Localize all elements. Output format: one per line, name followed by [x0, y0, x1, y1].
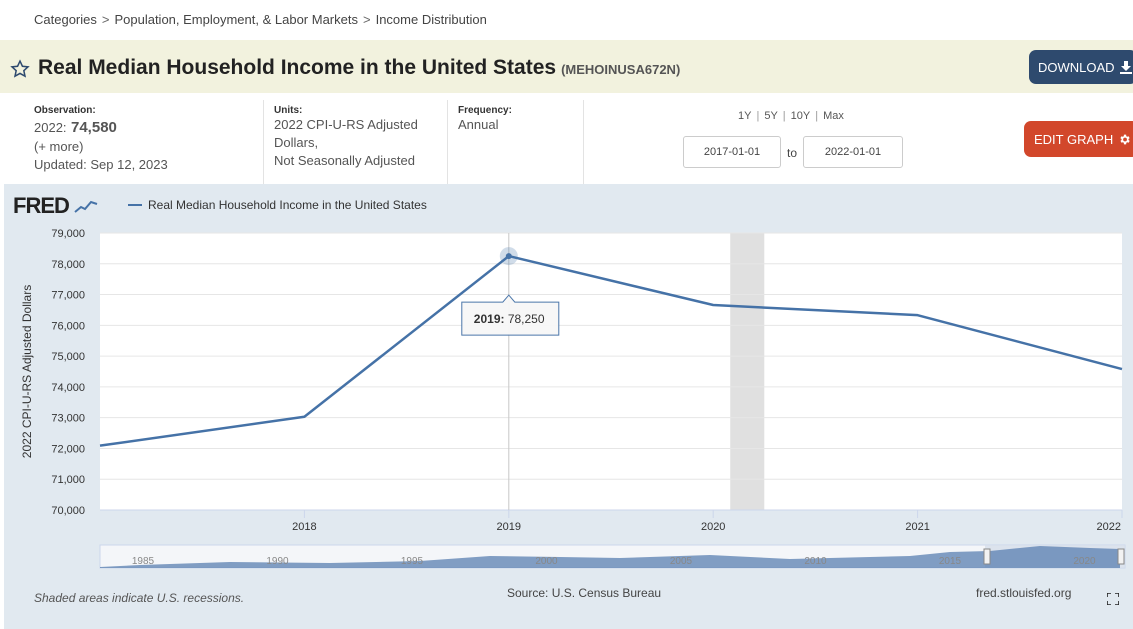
range-max[interactable]: Max — [823, 110, 844, 122]
y-tick-label: 73,000 — [51, 413, 85, 425]
fred-logo: FRED — [13, 193, 98, 219]
navigator-label: 1995 — [401, 556, 424, 567]
edit-graph-label: EDIT GRAPH — [1034, 131, 1114, 147]
range-5y[interactable]: 5Y — [764, 110, 778, 122]
download-button[interactable]: DOWNLOAD — [1029, 50, 1133, 84]
tooltip-value: 78,250 — [508, 312, 545, 326]
range-separator: | — [782, 110, 786, 122]
breadcrumb: Categories > Population, Employment, & Lab… — [34, 12, 487, 27]
series-id: (MEHOINUSA672N) — [561, 62, 681, 77]
units-line-3: Not Seasonally Adjusted — [274, 153, 415, 168]
series-line — [99, 254, 1123, 447]
x-tick-label: 2022 — [1097, 521, 1121, 533]
source-label: Source: U.S. Census Bureau — [507, 586, 662, 600]
navigator-handle[interactable] — [1117, 548, 1125, 565]
units-line-1: 2022 CPI-U-RS Adjusted — [274, 117, 418, 132]
range-separator: | — [815, 110, 819, 122]
plot-area — [100, 233, 1122, 510]
frequency-value: Annual — [458, 117, 499, 132]
y-tick-label: 74,000 — [51, 382, 85, 394]
breadcrumb-population[interactable]: Population, Employment, & Labor Markets — [114, 12, 358, 27]
y-axis-label: 2022 CPI-U-RS Adjusted Dollars — [20, 285, 34, 458]
range-1y[interactable]: 1Y — [738, 110, 752, 122]
breadcrumb-categories[interactable]: Categories — [34, 12, 97, 27]
divider — [263, 100, 264, 184]
recession-band — [730, 233, 765, 510]
download-label: DOWNLOAD — [1038, 59, 1115, 75]
range-10y[interactable]: 10Y — [790, 110, 811, 122]
end-date-input[interactable]: 2022-01-01 — [803, 136, 903, 168]
range-separator: | — [756, 110, 760, 122]
y-tick-label: 77,000 — [51, 290, 85, 302]
y-tick-label: 75,000 — [51, 351, 85, 363]
range-links: 1Y | 5Y | 10Y | Max — [738, 110, 844, 122]
edit-graph-button[interactable]: EDIT GRAPH — [1024, 121, 1133, 157]
highlight-point — [505, 253, 512, 260]
navigator-label: 2015 — [939, 556, 962, 567]
observation-block: Observation: 2022: 74,580 (+ more) Updat… — [34, 100, 264, 184]
y-tick-label: 78,000 — [51, 259, 85, 271]
y-tick-label: 79,000 — [51, 228, 85, 240]
gear-icon — [1120, 134, 1130, 144]
tooltip-text: 2019: 78,250 — [474, 312, 545, 326]
tooltip: 2019: 78,250 — [461, 294, 560, 336]
x-tick-label: 2019 — [497, 521, 521, 533]
units-label: Units: — [274, 105, 303, 116]
y-tick-label: 72,000 — [51, 443, 85, 455]
observation-value: 74,580 — [71, 119, 117, 136]
observation-line: 2022: 74,580 — [34, 119, 117, 137]
observation-period: 2022: — [34, 120, 67, 135]
breadcrumb-separator: > — [362, 12, 371, 27]
tooltip-box — [461, 294, 560, 336]
navigator-label: 2010 — [804, 556, 827, 567]
breadcrumb-income-distribution[interactable]: Income Distribution — [375, 12, 487, 27]
navigator-area — [100, 546, 1120, 568]
frequency-block: Frequency: Annual — [458, 100, 584, 184]
recession-note: Shaded areas indicate U.S. recessions. — [34, 591, 245, 605]
to-label: to — [787, 146, 798, 160]
updated-date: Updated: Sep 12, 2023 — [34, 157, 168, 172]
x-tick-label: 2021 — [905, 521, 929, 533]
frequency-label: Frequency: — [458, 105, 512, 116]
download-icon — [1119, 60, 1132, 74]
title-bar — [0, 40, 1133, 93]
site-link[interactable]: fred.stlouisfed.org — [976, 586, 1072, 600]
fred-chart-icon — [74, 200, 98, 213]
start-date-input[interactable]: 2017-01-01 — [683, 136, 781, 168]
navigator-label: 2000 — [535, 556, 558, 567]
y-tick-label: 71,000 — [51, 474, 85, 486]
page-title-text: Real Median Household Income in the Unit… — [38, 56, 557, 79]
observation-label: Observation: — [34, 105, 96, 116]
y-tick-label: 70,000 — [51, 505, 85, 517]
legend-label: Real Median Household Income in the Unit… — [148, 198, 427, 212]
more-link[interactable]: (+ more) — [34, 139, 84, 154]
units-line-2: Dollars, — [274, 135, 319, 150]
page-title: Real Median Household Income in the Unit… — [38, 56, 680, 80]
navigator-label: 2005 — [670, 556, 693, 567]
x-tick-label: 2018 — [292, 521, 316, 533]
star-icon[interactable] — [10, 59, 30, 79]
fred-logo-text: FRED — [13, 193, 70, 218]
breadcrumb-separator: > — [101, 12, 110, 27]
y-tick-label: 76,000 — [51, 320, 85, 332]
navigator-label: 1990 — [266, 556, 289, 567]
tooltip-year: 2019: — [474, 312, 508, 326]
navigator-label: 1985 — [132, 556, 155, 567]
x-tick-label: 2020 — [701, 521, 725, 533]
navigator-label: 2020 — [1073, 556, 1096, 567]
legend-swatch — [128, 204, 142, 206]
fullscreen-icon[interactable] — [1107, 593, 1119, 605]
units-block: Units: 2022 CPI-U-RS Adjusted Dollars, N… — [274, 100, 448, 184]
navigator-handle[interactable] — [983, 548, 991, 565]
